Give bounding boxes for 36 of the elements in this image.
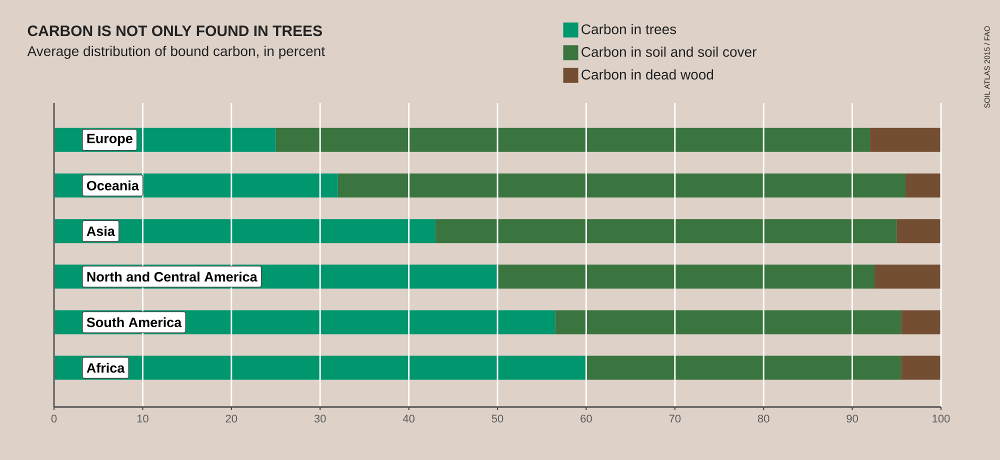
bar	[870, 128, 941, 152]
x-tick-label: 100	[932, 414, 950, 422]
bar	[906, 173, 941, 198]
y-tick-label: North and Central America	[87, 272, 258, 282]
y-tick-label: Oceania	[86, 180, 139, 190]
legend-label: Carbon in trees	[582, 24, 676, 34]
bar	[901, 356, 941, 380]
bar	[874, 264, 941, 289]
x-tick-label: 70	[669, 414, 681, 422]
chart-title: CARBON IS NOT ONLY FOUND IN TREES	[28, 26, 322, 36]
x-tick-label: 0	[51, 414, 57, 422]
legend-label: Carbon in dead wood	[582, 69, 714, 80]
y-tick-label: Europe	[87, 134, 132, 146]
x-tick-label: 90	[846, 414, 858, 422]
bar	[276, 128, 870, 152]
bar	[338, 173, 906, 198]
bar	[586, 356, 902, 380]
x-tick-label: 40	[402, 414, 414, 422]
x-tick-label: 10	[137, 414, 148, 422]
y-tick-label: Asia	[86, 226, 115, 236]
legend-label: Carbon in soil and soil cover	[582, 46, 756, 57]
y-tick-label: Africa	[86, 362, 125, 373]
x-tick-label: 80	[758, 414, 770, 422]
bar	[498, 264, 874, 289]
bar	[54, 219, 436, 244]
bar	[901, 310, 941, 334]
x-tick-label: 50	[492, 414, 504, 422]
bar	[54, 356, 586, 380]
chart-subtitle: Average distribution of bound carbon, in percent	[27, 46, 325, 59]
x-tick-label: 30	[314, 414, 326, 422]
bar	[896, 219, 941, 244]
x-tick-label: 60	[580, 414, 592, 422]
bar	[435, 219, 897, 244]
y-tick-label: South America	[86, 317, 182, 328]
x-tick-label: 20	[226, 414, 238, 422]
bar	[555, 310, 902, 334]
